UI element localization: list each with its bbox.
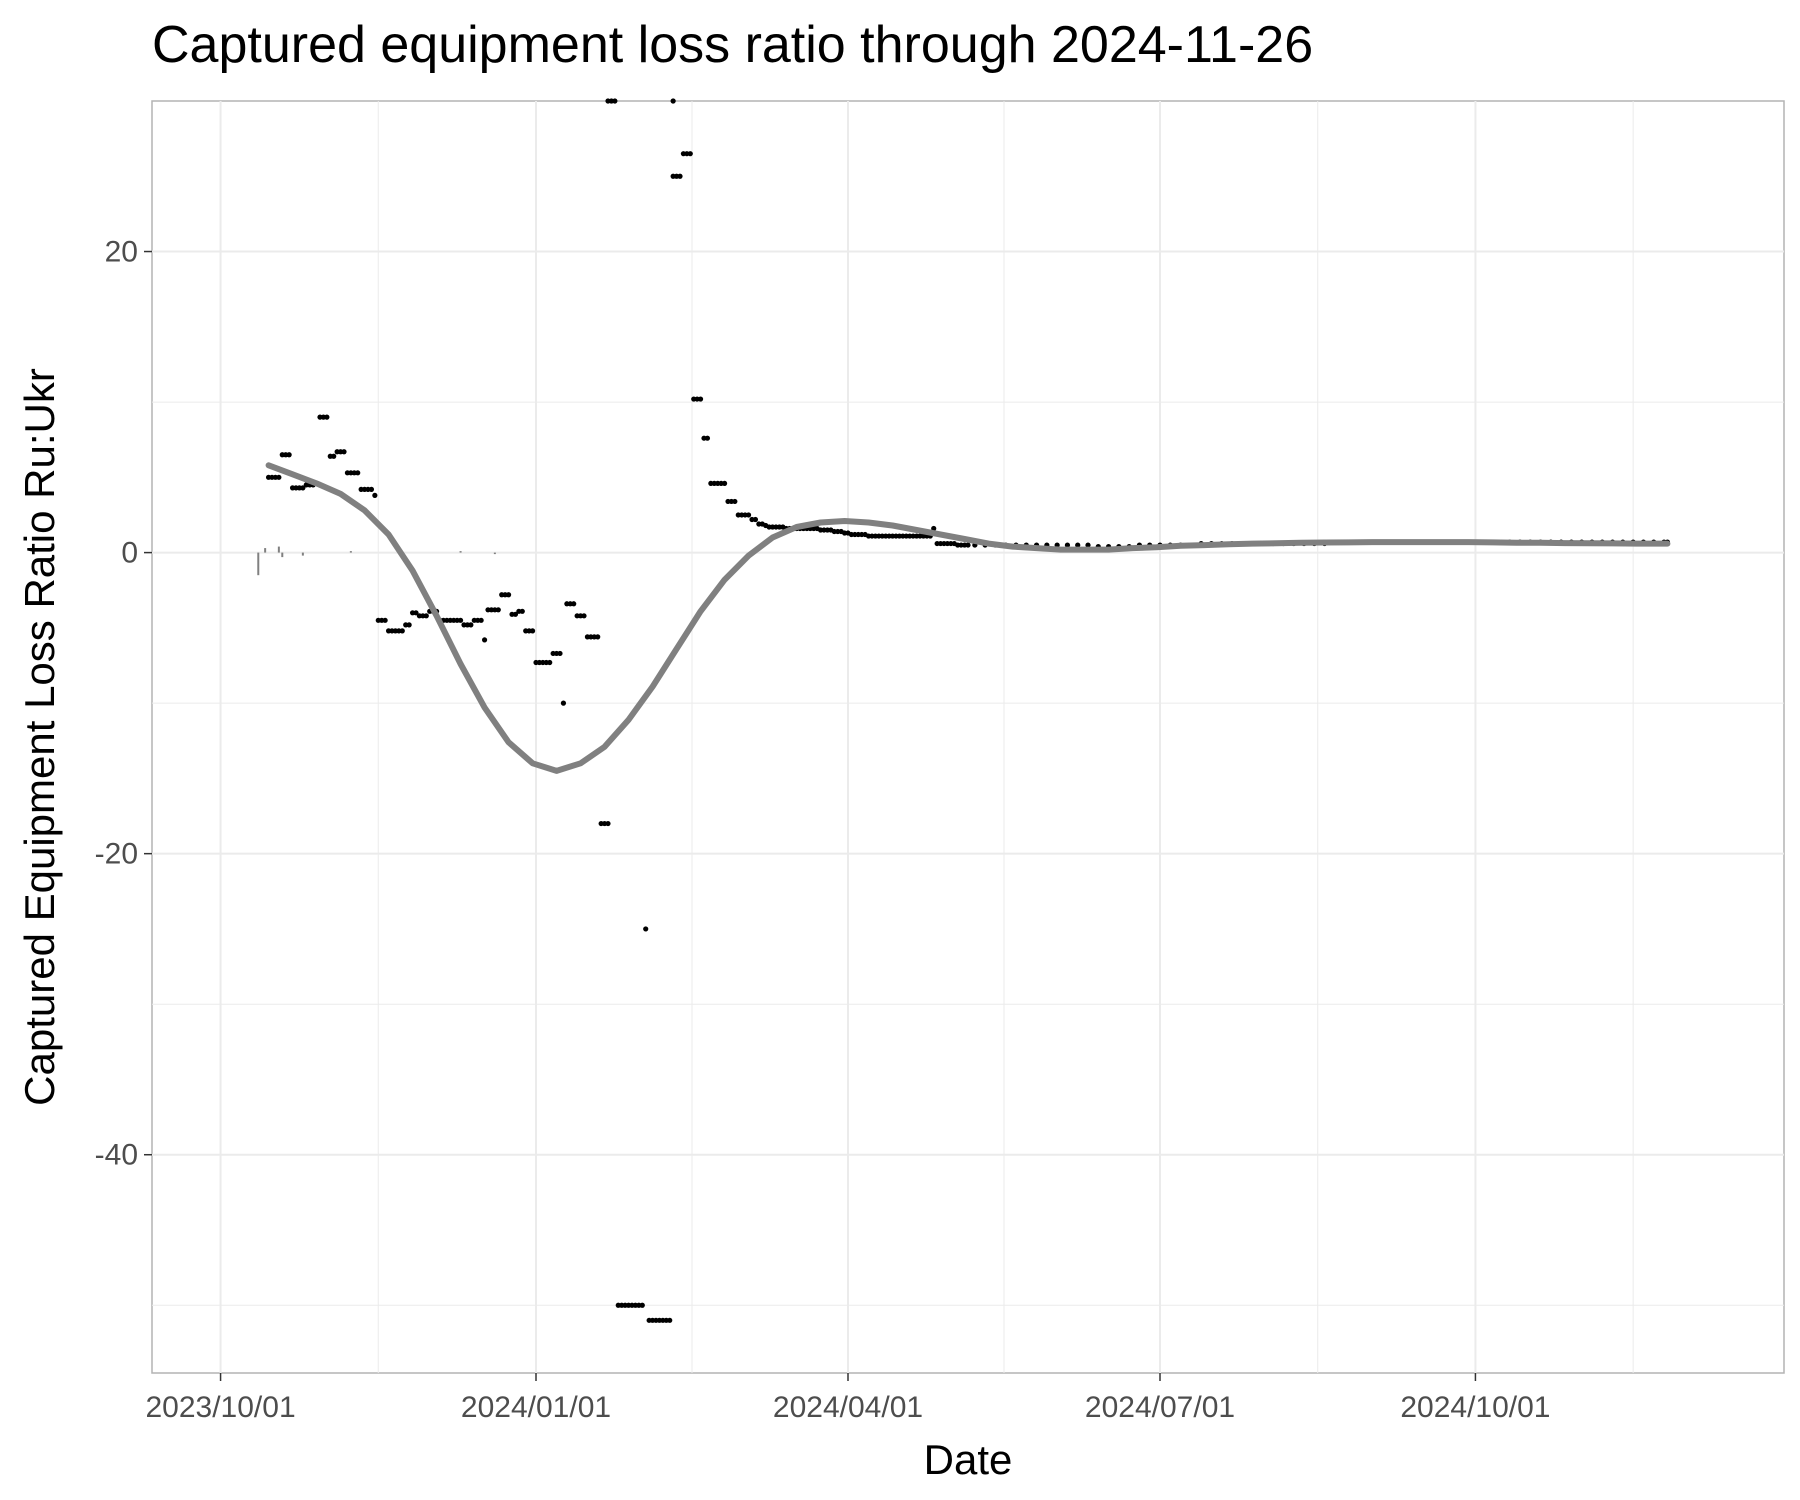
data-point [286, 452, 292, 458]
x-tick-label: 2024/04/01 [773, 1391, 923, 1424]
data-point [667, 1317, 673, 1323]
data-point [721, 480, 728, 486]
plot-panel [151, 100, 1785, 1374]
data-point [677, 173, 683, 179]
data-point [382, 617, 388, 623]
data-point [372, 492, 378, 498]
y-tick-label: 20 [105, 236, 138, 269]
data-point [1064, 542, 1071, 548]
data-point [1075, 542, 1081, 548]
data-point [399, 628, 405, 634]
data-point [505, 592, 512, 598]
y-tick-label: 0 [121, 537, 138, 570]
data-point [732, 498, 738, 505]
data-point [300, 485, 306, 491]
data-point [752, 516, 759, 523]
data-point [529, 628, 536, 634]
y-axis-title: Captured Equipment Loss Ratio Ru:Ukr [16, 368, 63, 1106]
data-point [478, 617, 484, 623]
data-point [457, 617, 464, 623]
data-point [612, 98, 618, 104]
grid [152, 101, 1784, 1373]
x-axis-title: Date [924, 1436, 1013, 1483]
data-point [704, 435, 711, 441]
data-point [547, 659, 553, 666]
x-tick-label: 2024/10/01 [1400, 1391, 1550, 1424]
data-point [581, 613, 587, 619]
data-point [931, 525, 937, 532]
data-point [557, 650, 563, 657]
data-point [571, 601, 577, 607]
data-point [406, 622, 412, 628]
data-point [965, 542, 971, 548]
data-point [512, 611, 519, 617]
data-point [1085, 542, 1091, 548]
data-point [481, 637, 488, 643]
data-point [745, 512, 752, 518]
y-tick-label: -20 [95, 838, 138, 871]
data-point [495, 607, 501, 613]
x-tick-label: 2023/10/01 [145, 1391, 295, 1424]
data-point [368, 486, 375, 492]
x-tick-label: 2024/07/01 [1085, 1391, 1235, 1424]
smooth-line [265, 462, 1671, 774]
y-tick-label: -40 [95, 1139, 138, 1172]
data-point [341, 449, 347, 455]
data-point [324, 414, 330, 420]
data-point [355, 470, 361, 476]
data-point [643, 926, 649, 932]
smooth-line-layer [265, 462, 1671, 774]
x-tick-labels: 2023/10/01 2024/01/01 2024/04/01 2024/07/01… [145, 1373, 1551, 1424]
data-point [331, 453, 337, 459]
data-point [605, 820, 611, 827]
data-point [687, 151, 693, 157]
data-point [697, 396, 704, 402]
data-point [560, 700, 567, 706]
data-point [423, 613, 429, 619]
y-tick-labels: -40 -20 0 20 [95, 236, 152, 1172]
data-point [413, 610, 419, 616]
data-point [519, 608, 525, 614]
data-point [670, 98, 676, 104]
x-tick-label: 2024/01/01 [461, 1391, 611, 1424]
data-point [468, 622, 474, 628]
data-point [595, 634, 601, 640]
chart-title: Captured equipment loss ratio through 20… [152, 16, 1313, 74]
data-point [639, 1302, 645, 1308]
data-point [276, 474, 282, 480]
